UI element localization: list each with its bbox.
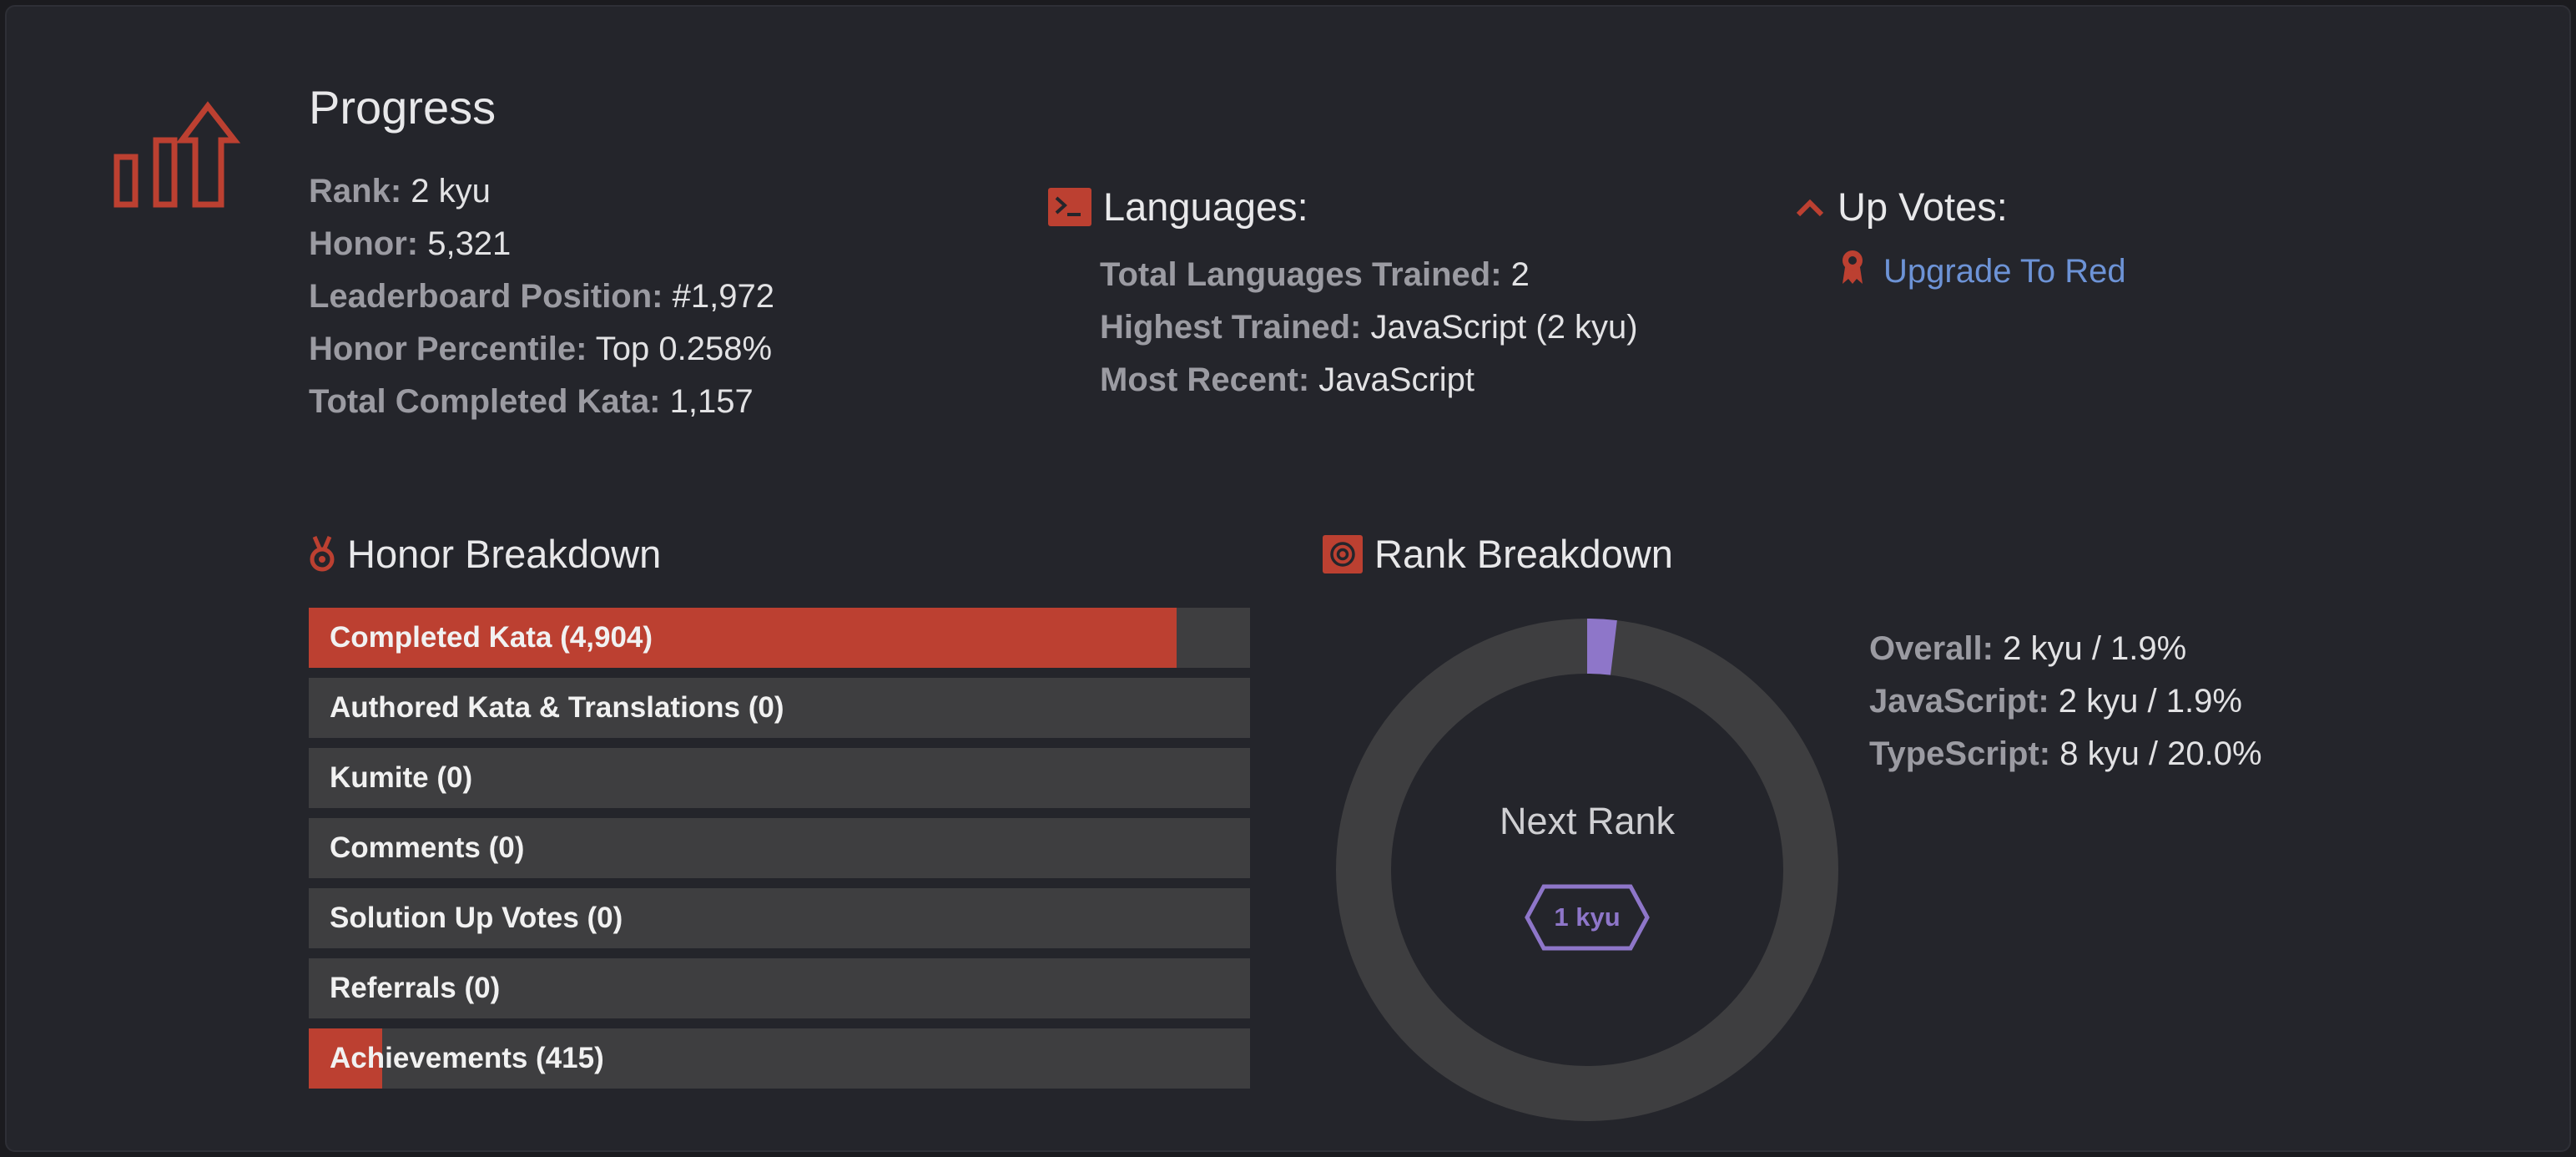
target-icon [1323, 534, 1363, 573]
most-recent-stat: Most Recent: JavaScript [1100, 361, 1475, 398]
honor-bar-authored-kata: Authored Kata & Translations (0) [309, 678, 1250, 738]
typescript-rank-stat: TypeScript: 8 kyu / 20.0% [1869, 735, 2262, 772]
rank-stats: Overall: 2 kyu / 1.9% JavaScript: 2 kyu … [1869, 623, 2262, 781]
honor-breakdown-bars: Completed Kata (4,904) Authored Kata & T… [309, 608, 1250, 1099]
honor-bar-referrals: Referrals (0) [309, 958, 1250, 1018]
leaderboard-position-stat: Leaderboard Position: #1,972 [309, 278, 774, 315]
rank-stat: Rank: 2 kyu [309, 173, 491, 210]
highest-trained-stat: Highest Trained: JavaScript (2 kyu) [1100, 309, 1638, 346]
bar-chart-up-arrow-icon [113, 101, 241, 208]
languages-heading: Languages: [1048, 184, 1308, 230]
bar-fill [309, 1028, 382, 1089]
next-rank-label: Next Rank [1499, 800, 1676, 842]
upgrade-to-red-link[interactable]: Upgrade To Red [1883, 252, 2126, 290]
progress-stats: Rank: 2 kyu Honor: 5,321 Leaderboard Pos… [309, 165, 774, 428]
honor-stat: Honor: 5,321 [309, 225, 512, 262]
honor-bar-completed-kata: Completed Kata (4,904) [309, 608, 1250, 668]
honor-breakdown-heading: Honor Breakdown [309, 531, 661, 577]
rank-progress-donut [1336, 619, 1838, 1121]
terminal-icon [1048, 187, 1091, 226]
next-rank-badge: 1 kyu [1554, 902, 1621, 932]
upgrade-row: Upgrade To Red [1840, 249, 2126, 294]
hexagon-badge-icon [1525, 884, 1650, 951]
total-completed-kata-stat: Total Completed Kata: 1,157 [309, 383, 754, 420]
languages-stats: Total Languages Trained: 2 Highest Train… [1100, 249, 1638, 407]
javascript-rank-stat: JavaScript: 2 kyu / 1.9% [1869, 683, 2242, 720]
honor-bar-kumite: Kumite (0) [309, 748, 1250, 808]
donut-progress-arc [1586, 619, 1617, 675]
upvotes-heading: Up Votes: [1794, 184, 2008, 230]
donut-track [1336, 619, 1838, 1121]
honor-bar-achievements: Achievements (415) [309, 1028, 1250, 1089]
honor-percentile-stat: Honor Percentile: Top 0.258% [309, 331, 773, 367]
overall-rank-stat: Overall: 2 kyu / 1.9% [1869, 630, 2187, 667]
honor-bar-comments: Comments (0) [309, 818, 1250, 878]
page-title: Progress [309, 81, 497, 134]
honor-bar-solution-up-votes: Solution Up Votes (0) [309, 888, 1250, 948]
medal-icon [309, 535, 335, 573]
rank-breakdown-heading: Rank Breakdown [1323, 531, 1673, 577]
chevron-up-icon [1794, 195, 1826, 220]
bar-fill [309, 608, 1177, 668]
award-ribbon-icon [1840, 249, 1865, 294]
total-languages-stat: Total Languages Trained: 2 [1100, 256, 1530, 293]
